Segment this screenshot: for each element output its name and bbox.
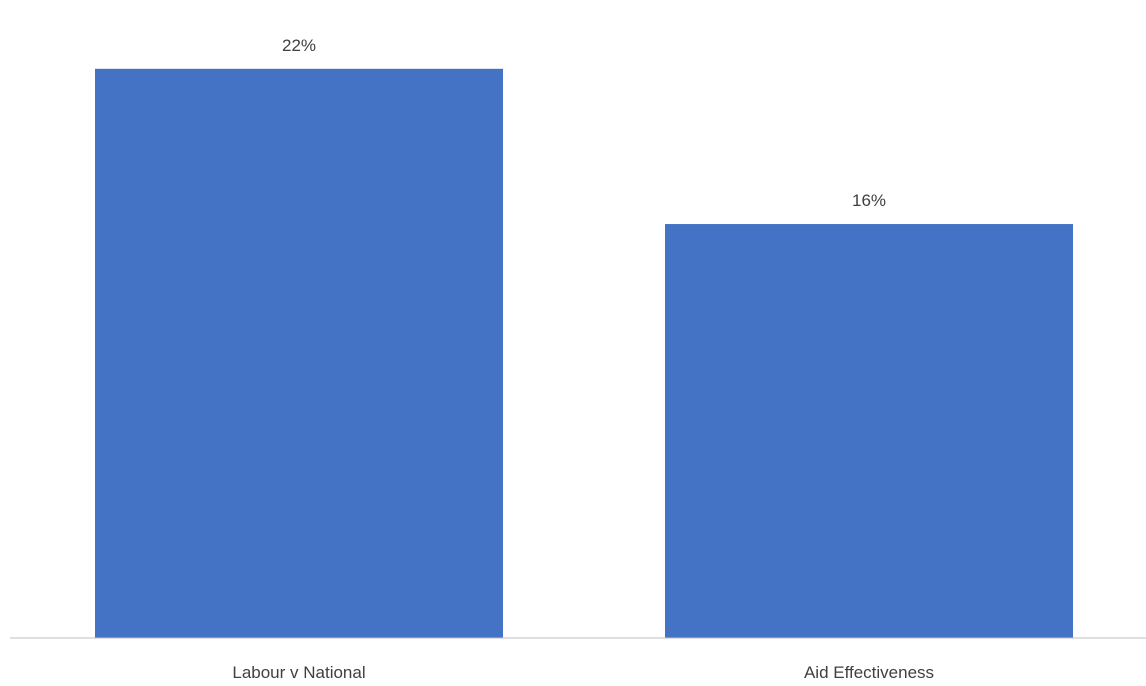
bar-2: [665, 224, 1073, 639]
data-label-2: 16%: [852, 191, 886, 210]
bar-1: [95, 68, 503, 638]
data-label-1: 22%: [282, 36, 316, 55]
data-labels-layer: 22% 16%: [282, 36, 886, 210]
category-label-1: Labour v National: [232, 663, 365, 682]
category-label-2: Aid Effectiveness: [804, 663, 934, 682]
bars-layer: [95, 68, 1073, 639]
category-labels-layer: Labour v National Aid Effectiveness: [232, 663, 934, 682]
